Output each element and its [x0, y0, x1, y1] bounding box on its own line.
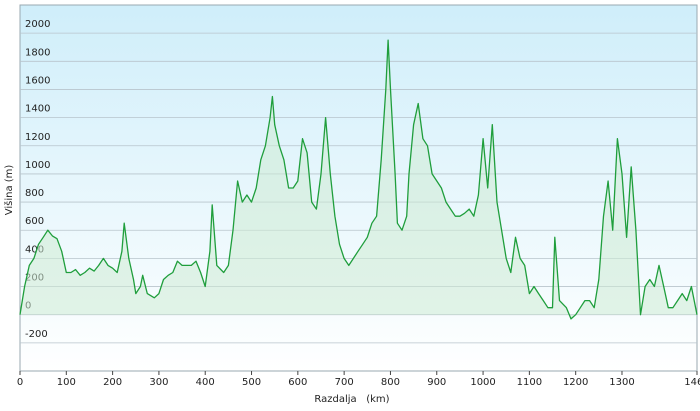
- x-tick-label: 700: [335, 377, 354, 388]
- y-tick-label: 600: [25, 216, 44, 227]
- x-tick-label: 200: [103, 377, 122, 388]
- x-tick-label: 1462: [684, 377, 700, 388]
- y-tick-label: 400: [25, 244, 44, 255]
- y-tick-label: 1800: [25, 47, 50, 58]
- y-axis-title: Višina (m): [3, 165, 15, 216]
- x-tick-label: 1000: [470, 377, 495, 388]
- x-axis-title: Razdalja (km): [314, 394, 389, 405]
- x-tick-label: 1100: [517, 377, 542, 388]
- x-tick-label: 400: [196, 377, 215, 388]
- x-tick-label: 100: [57, 377, 76, 388]
- y-tick-label: 2000: [25, 19, 50, 30]
- y-tick-label: 800: [25, 188, 44, 199]
- x-tick-label: 800: [381, 377, 400, 388]
- y-tick-label: 1600: [25, 75, 50, 86]
- y-tick-label: 1400: [25, 104, 50, 115]
- y-tick-label: 1200: [25, 132, 50, 143]
- elevation-line: [19, 39, 698, 320]
- y-tick-label: -200: [25, 329, 48, 340]
- plot-area: [19, 4, 698, 372]
- x-tick-label: 600: [288, 377, 307, 388]
- x-tick-label: 300: [149, 377, 168, 388]
- y-tick-label: 1000: [25, 160, 50, 171]
- x-tick-label: 900: [427, 377, 446, 388]
- x-tick-label: 0: [17, 377, 23, 388]
- x-tick-label: 1200: [563, 377, 588, 388]
- x-tick-label: 1300: [609, 377, 634, 388]
- x-tick-label: 500: [242, 377, 261, 388]
- area-fill: [20, 40, 697, 319]
